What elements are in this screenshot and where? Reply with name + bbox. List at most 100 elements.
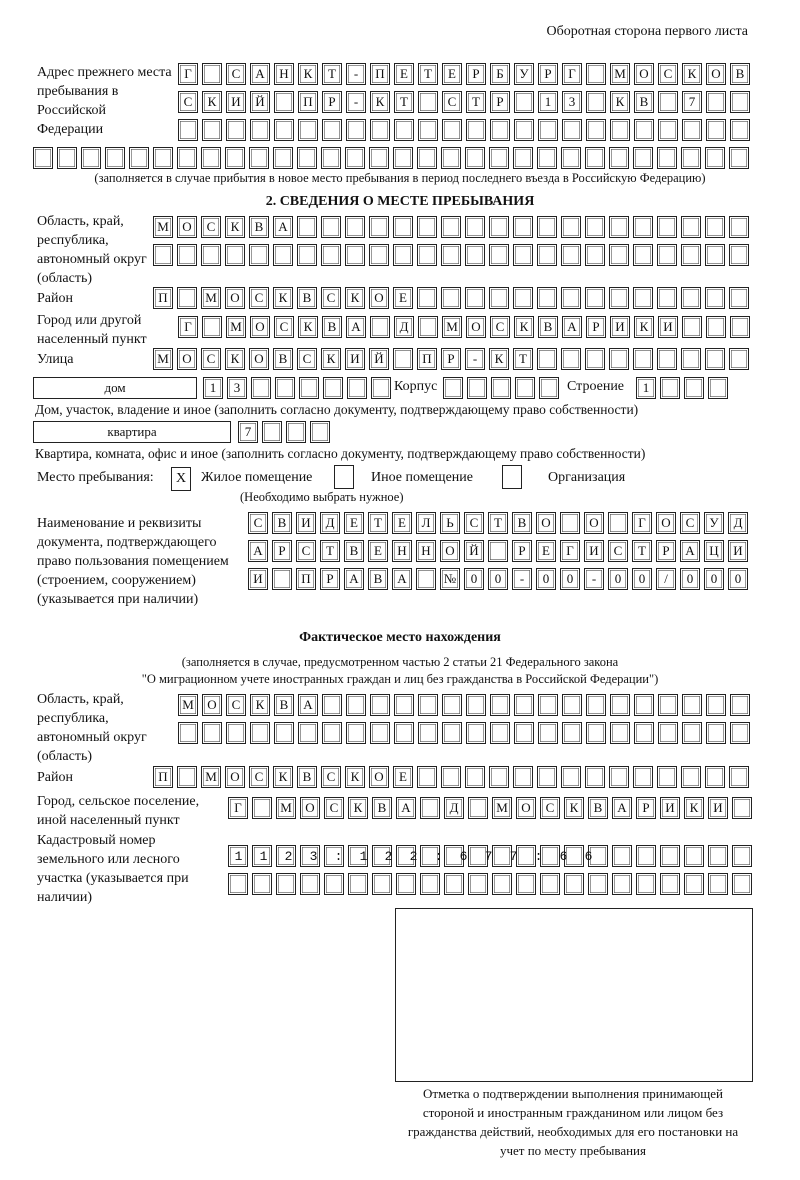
char-cell[interactable]: В bbox=[372, 797, 392, 819]
char-cell[interactable]: - bbox=[346, 63, 366, 85]
char-cell[interactable] bbox=[370, 694, 390, 716]
char-cell[interactable] bbox=[633, 287, 653, 309]
char-cell[interactable] bbox=[729, 766, 749, 788]
char-cell[interactable] bbox=[466, 119, 486, 141]
char-cell[interactable] bbox=[706, 91, 726, 113]
char-cell[interactable] bbox=[396, 873, 416, 895]
char-cell[interactable] bbox=[585, 244, 605, 266]
char-cell[interactable]: Н bbox=[392, 540, 412, 562]
char-cell[interactable] bbox=[298, 119, 318, 141]
char-cell[interactable]: К bbox=[345, 766, 365, 788]
char-cell[interactable]: С bbox=[321, 287, 341, 309]
char-cell[interactable]: Т bbox=[488, 512, 508, 534]
char-cell[interactable] bbox=[226, 722, 246, 744]
char-cell[interactable]: Т bbox=[513, 348, 533, 370]
char-cell[interactable] bbox=[730, 119, 750, 141]
char-cell[interactable]: П bbox=[296, 568, 316, 590]
house-type-field[interactable]: дом bbox=[33, 377, 197, 399]
char-cell[interactable] bbox=[488, 540, 508, 562]
char-cell[interactable] bbox=[705, 766, 725, 788]
char-cell[interactable] bbox=[609, 244, 629, 266]
char-cell[interactable] bbox=[252, 873, 272, 895]
flat-type-field[interactable]: квартира bbox=[33, 421, 231, 443]
char-cell[interactable]: С bbox=[249, 287, 269, 309]
char-cell[interactable]: С bbox=[324, 797, 344, 819]
char-cell[interactable]: М bbox=[201, 766, 221, 788]
char-cell[interactable]: А bbox=[273, 216, 293, 238]
char-cell[interactable] bbox=[251, 377, 271, 399]
char-cell[interactable] bbox=[345, 216, 365, 238]
char-cell[interactable] bbox=[516, 873, 536, 895]
char-cell[interactable] bbox=[417, 287, 437, 309]
char-cell[interactable]: Т bbox=[418, 63, 438, 85]
char-cell[interactable] bbox=[250, 722, 270, 744]
char-cell[interactable]: К bbox=[250, 694, 270, 716]
char-cell[interactable] bbox=[442, 119, 462, 141]
char-cell[interactable] bbox=[636, 845, 656, 867]
char-cell[interactable]: В bbox=[538, 316, 558, 338]
char-cell[interactable] bbox=[393, 244, 413, 266]
char-cell[interactable]: 0 bbox=[488, 568, 508, 590]
char-cell[interactable] bbox=[444, 845, 464, 867]
char-cell[interactable]: П bbox=[298, 91, 318, 113]
char-cell[interactable]: О bbox=[516, 797, 536, 819]
char-cell[interactable]: О bbox=[369, 766, 389, 788]
char-cell[interactable]: К bbox=[273, 766, 293, 788]
char-cell[interactable]: С bbox=[680, 512, 700, 534]
char-cell[interactable] bbox=[609, 287, 629, 309]
char-cell[interactable]: Д bbox=[320, 512, 340, 534]
char-cell[interactable] bbox=[609, 216, 629, 238]
char-cell[interactable] bbox=[418, 91, 438, 113]
char-cell[interactable] bbox=[516, 845, 536, 867]
char-cell[interactable]: В bbox=[368, 568, 388, 590]
char-cell[interactable]: В bbox=[344, 540, 364, 562]
char-cell[interactable] bbox=[540, 873, 560, 895]
char-cell[interactable] bbox=[634, 119, 654, 141]
char-cell[interactable] bbox=[564, 845, 584, 867]
char-cell[interactable]: М bbox=[610, 63, 630, 85]
char-cell[interactable]: Д bbox=[728, 512, 748, 534]
char-cell[interactable] bbox=[537, 147, 557, 169]
char-cell[interactable] bbox=[658, 91, 678, 113]
char-cell[interactable]: - bbox=[584, 568, 604, 590]
char-cell[interactable]: Б bbox=[490, 63, 510, 85]
char-cell[interactable] bbox=[249, 244, 269, 266]
char-cell[interactable] bbox=[345, 244, 365, 266]
char-cell[interactable] bbox=[538, 119, 558, 141]
char-cell[interactable] bbox=[276, 873, 296, 895]
char-cell[interactable] bbox=[585, 287, 605, 309]
char-cell[interactable] bbox=[178, 722, 198, 744]
char-cell[interactable] bbox=[538, 722, 558, 744]
char-cell[interactable] bbox=[633, 147, 653, 169]
char-cell[interactable] bbox=[262, 421, 282, 443]
char-cell[interactable]: И bbox=[296, 512, 316, 534]
char-cell[interactable] bbox=[297, 244, 317, 266]
flat-row[interactable]: 7 bbox=[238, 421, 330, 443]
char-cell[interactable] bbox=[489, 216, 509, 238]
char-cell[interactable] bbox=[515, 377, 535, 399]
char-cell[interactable]: И bbox=[658, 316, 678, 338]
char-cell[interactable] bbox=[416, 568, 436, 590]
char-cell[interactable]: К bbox=[564, 797, 584, 819]
char-cell[interactable]: Е bbox=[344, 512, 364, 534]
char-cell[interactable] bbox=[562, 694, 582, 716]
char-cell[interactable] bbox=[466, 722, 486, 744]
char-cell[interactable]: С bbox=[248, 512, 268, 534]
char-cell[interactable] bbox=[729, 216, 749, 238]
char-cell[interactable] bbox=[418, 316, 438, 338]
char-cell[interactable] bbox=[633, 766, 653, 788]
char-cell[interactable]: К bbox=[225, 216, 245, 238]
char-cell[interactable]: Р bbox=[586, 316, 606, 338]
char-cell[interactable]: 0 bbox=[680, 568, 700, 590]
char-cell[interactable] bbox=[347, 377, 367, 399]
char-cell[interactable]: Е bbox=[536, 540, 556, 562]
char-cell[interactable] bbox=[228, 873, 248, 895]
char-cell[interactable] bbox=[321, 147, 341, 169]
char-cell[interactable]: Н bbox=[416, 540, 436, 562]
char-cell[interactable] bbox=[465, 287, 485, 309]
char-cell[interactable]: Й bbox=[464, 540, 484, 562]
char-cell[interactable] bbox=[369, 147, 389, 169]
